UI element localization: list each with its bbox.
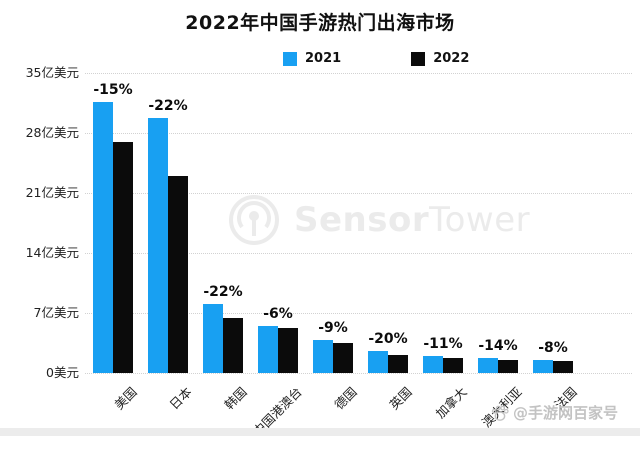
gridline-21 [85, 193, 632, 194]
bar-2022 [223, 318, 243, 373]
change-label: -11% [423, 335, 463, 352]
gridline-14 [85, 253, 632, 254]
bar-2022 [443, 357, 463, 373]
bar-2022 [498, 359, 518, 373]
bar-group-1: -15% [93, 82, 133, 373]
y-axis-label: 28亿美元 [25, 125, 79, 140]
chart-title: 2022年中国手游热门出海市场 [185, 12, 455, 34]
bar-2022 [333, 342, 353, 373]
bottom-strip [0, 428, 640, 436]
change-label: -8% [538, 340, 568, 357]
legend-swatch-2022 [411, 51, 426, 66]
change-label: -6% [263, 305, 293, 322]
bar-2021 [533, 360, 553, 373]
plot-area: -15% -22% -22% -6% -9% -20% -11% -14% -8% [85, 73, 632, 374]
y-axis-label: 7亿美元 [33, 305, 79, 320]
y-axis-label: 21亿美元 [25, 185, 79, 200]
bar-2021 [368, 350, 388, 373]
bar-2021 [93, 102, 113, 373]
chart-canvas: 2022年中国手游热门出海市场 2021 2022 SensorTower -1… [0, 12, 640, 439]
change-label: -20% [368, 330, 408, 347]
bar-2021 [423, 355, 443, 373]
legend-label-2021: 2021 [305, 51, 342, 66]
bar-2021 [148, 118, 168, 373]
bar-2021 [478, 357, 498, 373]
bar-group-9: -8% [533, 340, 573, 373]
bar-group-7: -11% [423, 336, 463, 373]
bar-group-5: -9% [313, 320, 353, 373]
y-axis-label: 0美元 [46, 365, 79, 380]
change-label: -22% [148, 98, 188, 115]
bar-2021 [203, 303, 223, 373]
bar-group-8: -14% [478, 338, 518, 373]
bar-group-2: -22% [148, 98, 188, 373]
bar-group-6: -20% [368, 331, 408, 373]
legend: 2021 2022 [283, 51, 469, 66]
change-label: -22% [203, 283, 243, 300]
change-label: -9% [318, 319, 348, 336]
y-axis-label: 35亿美元 [25, 65, 79, 80]
bar-group-3: -22% [203, 284, 243, 373]
legend-item-2022: 2022 [411, 51, 469, 66]
bar-2021 [313, 339, 333, 373]
change-label: -15% [93, 82, 133, 99]
y-axis-label: 14亿美元 [25, 245, 79, 260]
bar-2021 [258, 325, 278, 373]
bar-2022 [553, 361, 573, 373]
bar-2022 [388, 355, 408, 373]
legend-item-2021: 2021 [283, 51, 341, 66]
bar-group-4: -6% [258, 306, 298, 373]
gridline-7 [85, 313, 632, 314]
legend-label-2022: 2022 [433, 51, 470, 66]
bar-2022 [168, 175, 188, 373]
bar-2022 [113, 142, 133, 373]
change-label: -14% [478, 337, 518, 354]
gridline-0 [85, 373, 632, 374]
gridline-28 [85, 133, 632, 134]
bar-2022 [278, 328, 298, 373]
legend-swatch-2021 [283, 51, 297, 66]
gridline-35 [85, 73, 632, 74]
